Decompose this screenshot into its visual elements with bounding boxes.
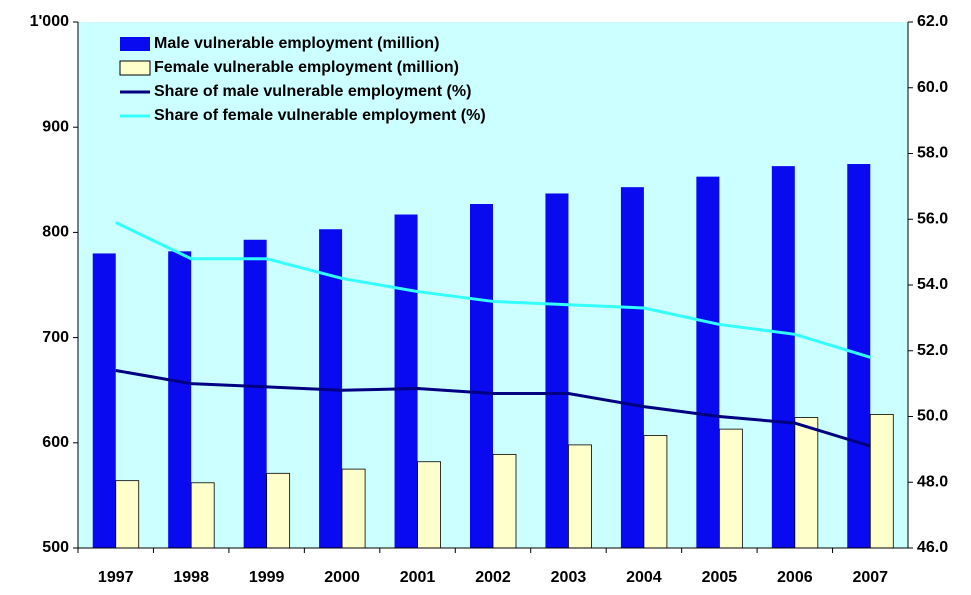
bar <box>492 453 517 549</box>
x-tick-label: 1999 <box>249 569 285 586</box>
y-tick-label: 800 <box>42 224 69 241</box>
legend-swatch <box>120 37 150 51</box>
y2-tick-label: 60.0 <box>917 79 948 96</box>
x-tick-label: 2001 <box>400 569 436 586</box>
y2-tick-label: 62.0 <box>917 13 948 30</box>
x-tick-label: 2000 <box>324 569 360 586</box>
legend-label: Male vulnerable employment (million) <box>154 35 439 52</box>
line <box>115 368 871 448</box>
legend-label: Share of female vulnerable employment (%… <box>154 107 486 124</box>
legend-label: Share of male vulnerable employment (%) <box>154 83 471 100</box>
bar <box>771 166 795 548</box>
y2-tick-label: 48.0 <box>917 473 948 490</box>
bar <box>115 480 140 549</box>
y2-tick-label: 56.0 <box>917 210 948 227</box>
y-tick-label: 600 <box>42 434 69 451</box>
bar <box>545 193 569 548</box>
x-tick-label: 2003 <box>551 569 587 586</box>
y2-tick-label: 52.0 <box>917 342 948 359</box>
y-tick-label: 500 <box>42 539 69 556</box>
legend-label: Female vulnerable employment (million) <box>154 59 459 76</box>
x-tick-label: 2007 <box>852 569 888 586</box>
y2-tick-label: 50.0 <box>917 408 948 425</box>
bar <box>620 187 644 548</box>
bar <box>718 428 743 549</box>
y2-tick-label: 46.0 <box>917 539 948 556</box>
bar <box>243 239 267 548</box>
x-tick-label: 1998 <box>173 569 209 586</box>
bar <box>869 413 894 549</box>
bar <box>643 435 668 549</box>
bar <box>696 176 720 549</box>
bar <box>568 444 592 549</box>
x-tick-label: 2006 <box>777 569 813 586</box>
x-tick-label: 1997 <box>98 569 134 586</box>
bar <box>394 214 418 549</box>
y-tick-label: 1'000 <box>30 13 70 30</box>
y-tick-label: 700 <box>42 329 69 346</box>
x-tick-label: 2002 <box>475 569 511 586</box>
bar <box>266 472 291 549</box>
bar <box>190 482 215 549</box>
x-tick-label: 2004 <box>626 569 662 586</box>
y2-tick-label: 54.0 <box>917 276 948 293</box>
bar <box>92 253 116 548</box>
line <box>115 221 871 359</box>
legend-swatch <box>119 60 151 76</box>
bar <box>341 468 366 549</box>
y-tick-label: 900 <box>42 118 69 135</box>
x-tick-label: 2005 <box>702 569 738 586</box>
y2-tick-label: 58.0 <box>917 145 948 162</box>
bar <box>417 461 441 549</box>
bar <box>847 164 871 548</box>
bar <box>168 251 192 548</box>
bar <box>794 417 819 549</box>
bar <box>470 203 493 548</box>
